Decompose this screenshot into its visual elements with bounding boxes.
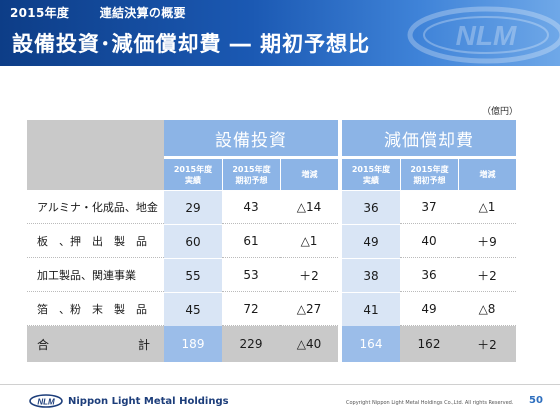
header-banner: NLM 2015年度 連結決算の概要 設備投資･減価償却費 ― 期初予想比 <box>0 0 560 66</box>
group-header-capex: 設備投資 <box>164 120 338 156</box>
row-label: 箔 、粉 末 製 品 <box>27 292 164 326</box>
capex-actual: 29 <box>164 190 222 224</box>
nlm-logo-icon: NLM <box>29 394 63 408</box>
total-row: 合 計 189 229 △40 164 162 ＋2 <box>27 326 516 362</box>
footer-divider <box>0 384 560 385</box>
dep-change: △1 <box>458 190 516 224</box>
capex-actual: 45 <box>164 292 222 326</box>
row-label: 板 、押 出 製 品 <box>27 224 164 258</box>
group-header-depreciation: 減価償却費 <box>342 120 516 156</box>
total-capex-actual: 189 <box>164 326 222 362</box>
dep-change: △8 <box>458 292 516 326</box>
capex-forecast: 43 <box>222 190 280 224</box>
dep-actual: 36 <box>342 190 400 224</box>
capex-actual: 60 <box>164 224 222 258</box>
dep-actual: 49 <box>342 224 400 258</box>
subheader-capex-actual: 2015年度 実績 <box>164 156 222 190</box>
capex-forecast: 61 <box>222 224 280 258</box>
capex-change: △14 <box>280 190 338 224</box>
svg-text:NLM: NLM <box>37 398 55 407</box>
dep-forecast: 37 <box>400 190 458 224</box>
dep-actual: 38 <box>342 258 400 292</box>
page-number: 50 <box>529 395 543 406</box>
capex-change: △1 <box>280 224 338 258</box>
capex-change: △27 <box>280 292 338 326</box>
subheader-dep-actual: 2015年度 実績 <box>342 156 400 190</box>
total-dep-actual: 164 <box>342 326 400 362</box>
capex-change: ＋2 <box>280 258 338 292</box>
table-row: 加工製品、関連事業 55 53 ＋2 38 36 ＋2 <box>27 258 516 292</box>
subheader-dep-forecast: 2015年度 期初予想 <box>400 156 458 190</box>
section-name: 連結決算の概要 <box>99 6 186 20</box>
total-label-left: 合 <box>37 337 50 352</box>
capex-depreciation-table: 設備投資 減価償却費 2015年度 実績 2015年度 期初予想 増減 2015年度… <box>27 120 516 362</box>
total-capex-forecast: 229 <box>222 326 280 362</box>
dep-forecast: 40 <box>400 224 458 258</box>
unit-label: （億円） <box>481 107 518 117</box>
total-capex-change: △40 <box>280 326 338 362</box>
table-row: アルミナ・化成品、地金 29 43 △14 36 37 △1 <box>27 190 516 224</box>
dep-change: ＋9 <box>458 224 516 258</box>
dep-forecast: 49 <box>400 292 458 326</box>
total-label: 合 計 <box>27 326 164 362</box>
section-subtitle: 2015年度 連結決算の概要 <box>10 4 186 21</box>
subheader-dep-change: 増減 <box>458 156 516 190</box>
capex-actual: 55 <box>164 258 222 292</box>
copyright-notice: Copyright Nippon Light Metal Holdings Co… <box>346 400 514 406</box>
svg-text:NLM: NLM <box>456 20 517 51</box>
table-corner <box>27 120 164 190</box>
table-row: 箔 、粉 末 製 品 45 72 △27 41 49 △8 <box>27 292 516 326</box>
dep-forecast: 36 <box>400 258 458 292</box>
total-dep-change: ＋2 <box>458 326 516 362</box>
subheader-capex-change: 増減 <box>280 156 338 190</box>
row-label: 加工製品、関連事業 <box>27 258 164 292</box>
dep-actual: 41 <box>342 292 400 326</box>
total-label-right: 計 <box>137 337 150 352</box>
total-dep-forecast: 162 <box>400 326 458 362</box>
table-row: 板 、押 出 製 品 60 61 △1 49 40 ＋9 <box>27 224 516 258</box>
dep-change: ＋2 <box>458 258 516 292</box>
nlm-watermark-logo: NLM <box>407 6 560 64</box>
fiscal-year: 2015年度 <box>10 6 70 20</box>
row-label: アルミナ・化成品、地金 <box>27 190 164 224</box>
page-title: 設備投資･減価償却費 ― 期初予想比 <box>12 32 371 56</box>
subheader-capex-forecast: 2015年度 期初予想 <box>222 156 280 190</box>
capex-forecast: 53 <box>222 258 280 292</box>
company-name: Nippon Light Metal Holdings <box>68 396 229 407</box>
capex-forecast: 72 <box>222 292 280 326</box>
